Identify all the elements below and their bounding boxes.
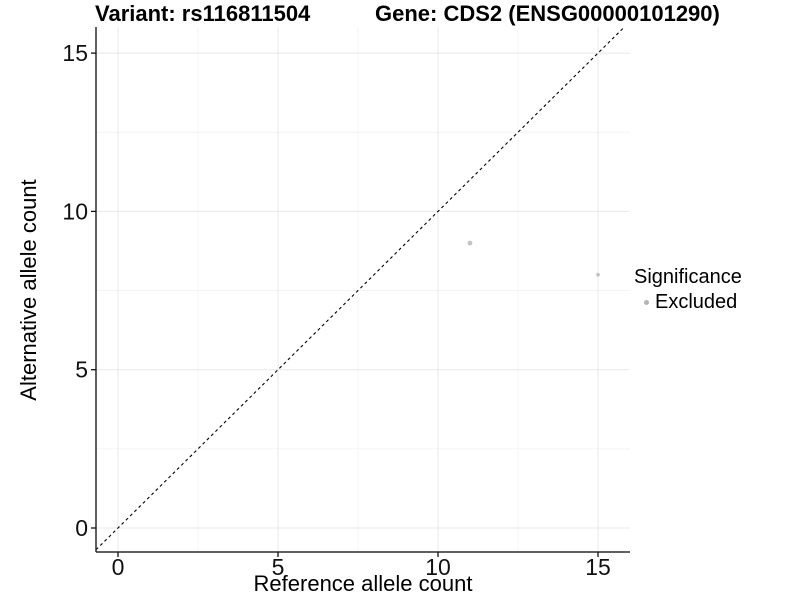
x-tick-label: 5 bbox=[272, 554, 285, 580]
y-tick-label: 0 bbox=[75, 515, 88, 541]
data-point bbox=[467, 240, 473, 246]
legend-title: Significance bbox=[634, 266, 742, 288]
x-tick-label: 0 bbox=[112, 554, 125, 580]
legend-key-circle-icon bbox=[644, 300, 649, 305]
legend-item-excluded: Excluded bbox=[634, 291, 742, 314]
data-point bbox=[596, 272, 600, 277]
x-tick-label: 10 bbox=[425, 554, 451, 580]
legend: Significance Excluded bbox=[634, 266, 742, 314]
legend-item-label: Excluded bbox=[655, 291, 738, 313]
x-axis-title: Reference allele count bbox=[253, 571, 473, 596]
variant-title: Variant: rs116811504 bbox=[95, 1, 311, 26]
identity-line bbox=[95, 26, 625, 551]
y-tick-label: 5 bbox=[75, 357, 88, 383]
y-tick-label: 15 bbox=[62, 40, 88, 66]
x-tick-label: 15 bbox=[585, 554, 611, 580]
gene-title: Gene: CDS2 (ENSG00000101290) bbox=[375, 1, 720, 26]
y-tick-label: 10 bbox=[62, 198, 88, 224]
y-axis-title: Alternative allele count bbox=[16, 179, 41, 401]
